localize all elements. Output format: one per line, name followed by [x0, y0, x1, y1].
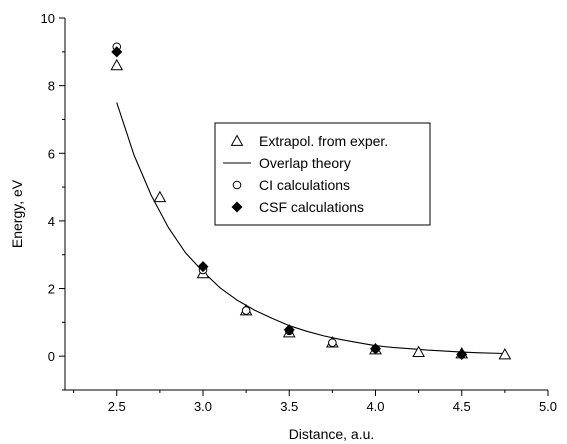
extrapol-from-exper-point — [111, 60, 122, 70]
legend-label: Overlap theory — [259, 155, 351, 171]
x-tick-label: 4.0 — [366, 399, 384, 414]
y-tick-label: 6 — [48, 146, 55, 161]
y-tick-label: 4 — [48, 214, 55, 229]
legend: Extrapol. from exper. Overlap theory CI ca… — [215, 123, 430, 225]
legend-label: CSF calculations — [259, 199, 364, 215]
y-tick-label: 10 — [41, 11, 55, 26]
y-tick-label: 2 — [48, 282, 55, 297]
x-tick-label: 5.0 — [539, 399, 557, 414]
legend-label: CI calculations — [259, 177, 350, 193]
y-axis-label: Energy, eV — [9, 179, 25, 248]
extrapol-from-exper-point — [413, 347, 424, 357]
ci-calculations-point — [242, 307, 250, 315]
legend-marker-open-circle — [233, 181, 241, 189]
x-tick-label: 3.5 — [280, 399, 298, 414]
extrapol-from-exper-point — [154, 192, 165, 202]
y-tick-label: 0 — [48, 349, 55, 364]
x-tick-label: 3.0 — [194, 399, 212, 414]
x-tick-label: 4.5 — [453, 399, 471, 414]
ci-calculations-point — [329, 339, 337, 347]
legend-label: Extrapol. from exper. — [259, 133, 388, 149]
x-axis-label: Distance, a.u. — [289, 426, 375, 442]
x-tick-label: 2.5 — [108, 399, 126, 414]
y-tick-label: 8 — [48, 79, 55, 94]
